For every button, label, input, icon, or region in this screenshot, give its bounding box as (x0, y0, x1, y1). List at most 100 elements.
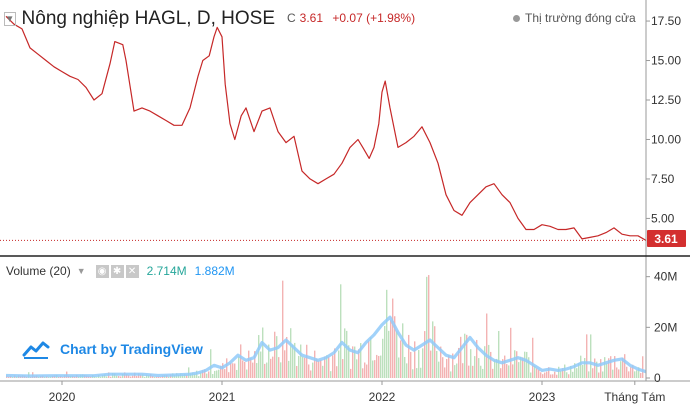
volume-bar (604, 357, 606, 378)
volume-bar (498, 330, 500, 378)
volume-bar (588, 371, 590, 378)
volume-bar (278, 357, 280, 378)
volume-label[interactable]: Volume (20) (6, 264, 71, 278)
gear-icon[interactable]: ✱ (110, 264, 124, 278)
market-status: Thị trường đóng cửa (513, 11, 636, 25)
volume-bar (318, 361, 320, 378)
volume-bar (338, 350, 340, 378)
volume-bar (558, 366, 560, 378)
chevron-down-icon[interactable]: ▼ (76, 266, 86, 276)
volume-bar (630, 367, 632, 378)
volume-tick-label: 0 (654, 371, 661, 385)
change-value: +0.07 (+1.98%) (332, 11, 416, 25)
volume-bar (556, 374, 558, 378)
volume-bar (308, 364, 310, 378)
volume-bar (574, 363, 576, 378)
volume-bar (214, 370, 216, 378)
symbol-title[interactable]: Nông nghiệp HAGL, D, HOSE (21, 8, 275, 29)
volume-bar (234, 363, 236, 378)
volume-bar (472, 365, 474, 378)
close-value: 3.61 (299, 11, 324, 25)
volume-bar (482, 368, 484, 378)
volume-bar (224, 369, 226, 378)
volume-bar (344, 328, 346, 378)
price-tick-label: 17.50 (651, 14, 681, 28)
volume-bar (378, 355, 380, 378)
volume-bar (418, 350, 420, 378)
volume-bar (358, 349, 360, 378)
market-status-text: Thị trường đóng cửa (525, 11, 636, 25)
close-icon[interactable]: ✕ (125, 264, 139, 278)
volume-bar (198, 376, 200, 378)
volume-bar (386, 289, 388, 378)
volume-bar (414, 341, 416, 378)
volume-bar (210, 349, 212, 378)
volume-bar (622, 357, 624, 378)
volume-bar (602, 371, 604, 378)
volume-bar (294, 342, 296, 378)
eye-icon[interactable]: ◉ (95, 264, 109, 278)
volume-bar (488, 344, 490, 378)
volume-bar (356, 359, 358, 378)
volume-bar (48, 377, 50, 378)
volume-bar (202, 370, 204, 378)
volume-bar (642, 356, 644, 378)
volume-value: 2.714M (146, 264, 187, 278)
price-tick-label: 12.50 (651, 93, 681, 107)
volume-bar (326, 355, 328, 378)
volume-bar (410, 351, 412, 378)
volume-bar (586, 334, 588, 378)
volume-axis[interactable]: 40M 20M 0 (646, 270, 677, 385)
volume-bar (204, 369, 206, 378)
volume-bar (522, 357, 524, 378)
volume-bar (292, 344, 294, 378)
volume-bar (518, 362, 520, 378)
volume-bar (536, 368, 538, 378)
volume-bar (116, 375, 118, 378)
volume-bar (350, 368, 352, 378)
volume-bar (640, 373, 642, 378)
volume-bar (354, 346, 356, 378)
volume-bar (474, 356, 476, 378)
volume-bar (540, 372, 542, 378)
volume-bar (628, 371, 630, 378)
volume-bar (240, 344, 242, 378)
tradingview-watermark[interactable]: Chart by TradingView (22, 338, 203, 360)
volume-bar (264, 363, 266, 378)
volume-bar (140, 374, 142, 378)
volume-bar (444, 367, 446, 378)
volume-bar (288, 360, 290, 378)
volume-bar (280, 362, 282, 378)
volume-bar (542, 374, 544, 378)
volume-bar (144, 376, 146, 378)
volume-bar (618, 369, 620, 378)
price-tick-label: 5.00 (651, 211, 675, 225)
volume-bar (452, 353, 454, 378)
symbol-menu-icon[interactable]: ▾ (4, 12, 16, 26)
volume-bar (286, 336, 288, 378)
volume-bar (594, 358, 596, 378)
volume-bar (106, 376, 108, 378)
price-axis[interactable]: 17.50 15.00 12.50 10.00 7.50 5.00 (646, 14, 681, 225)
time-axis[interactable]: 2020 2021 2022 2023 Tháng Tám (49, 381, 666, 404)
volume-bar (148, 375, 150, 378)
volume-bar (168, 376, 170, 378)
volume-bar (486, 313, 488, 378)
volume-bar (490, 351, 492, 378)
volume-ma-line (5, 315, 647, 378)
volume-bar (250, 358, 252, 378)
volume-bar (428, 275, 430, 378)
volume-bar (592, 368, 594, 378)
volume-bar (376, 354, 378, 378)
volume-bar (510, 327, 512, 378)
time-tick-label: 2020 (49, 390, 76, 404)
volume-bar (466, 334, 468, 378)
volume-bar (290, 328, 292, 378)
volume-bar (566, 372, 568, 378)
volume-bar (228, 372, 230, 378)
volume-bar (126, 374, 128, 378)
volume-bar (328, 356, 330, 378)
volume-bar (248, 350, 250, 378)
volume-bar (582, 365, 584, 378)
